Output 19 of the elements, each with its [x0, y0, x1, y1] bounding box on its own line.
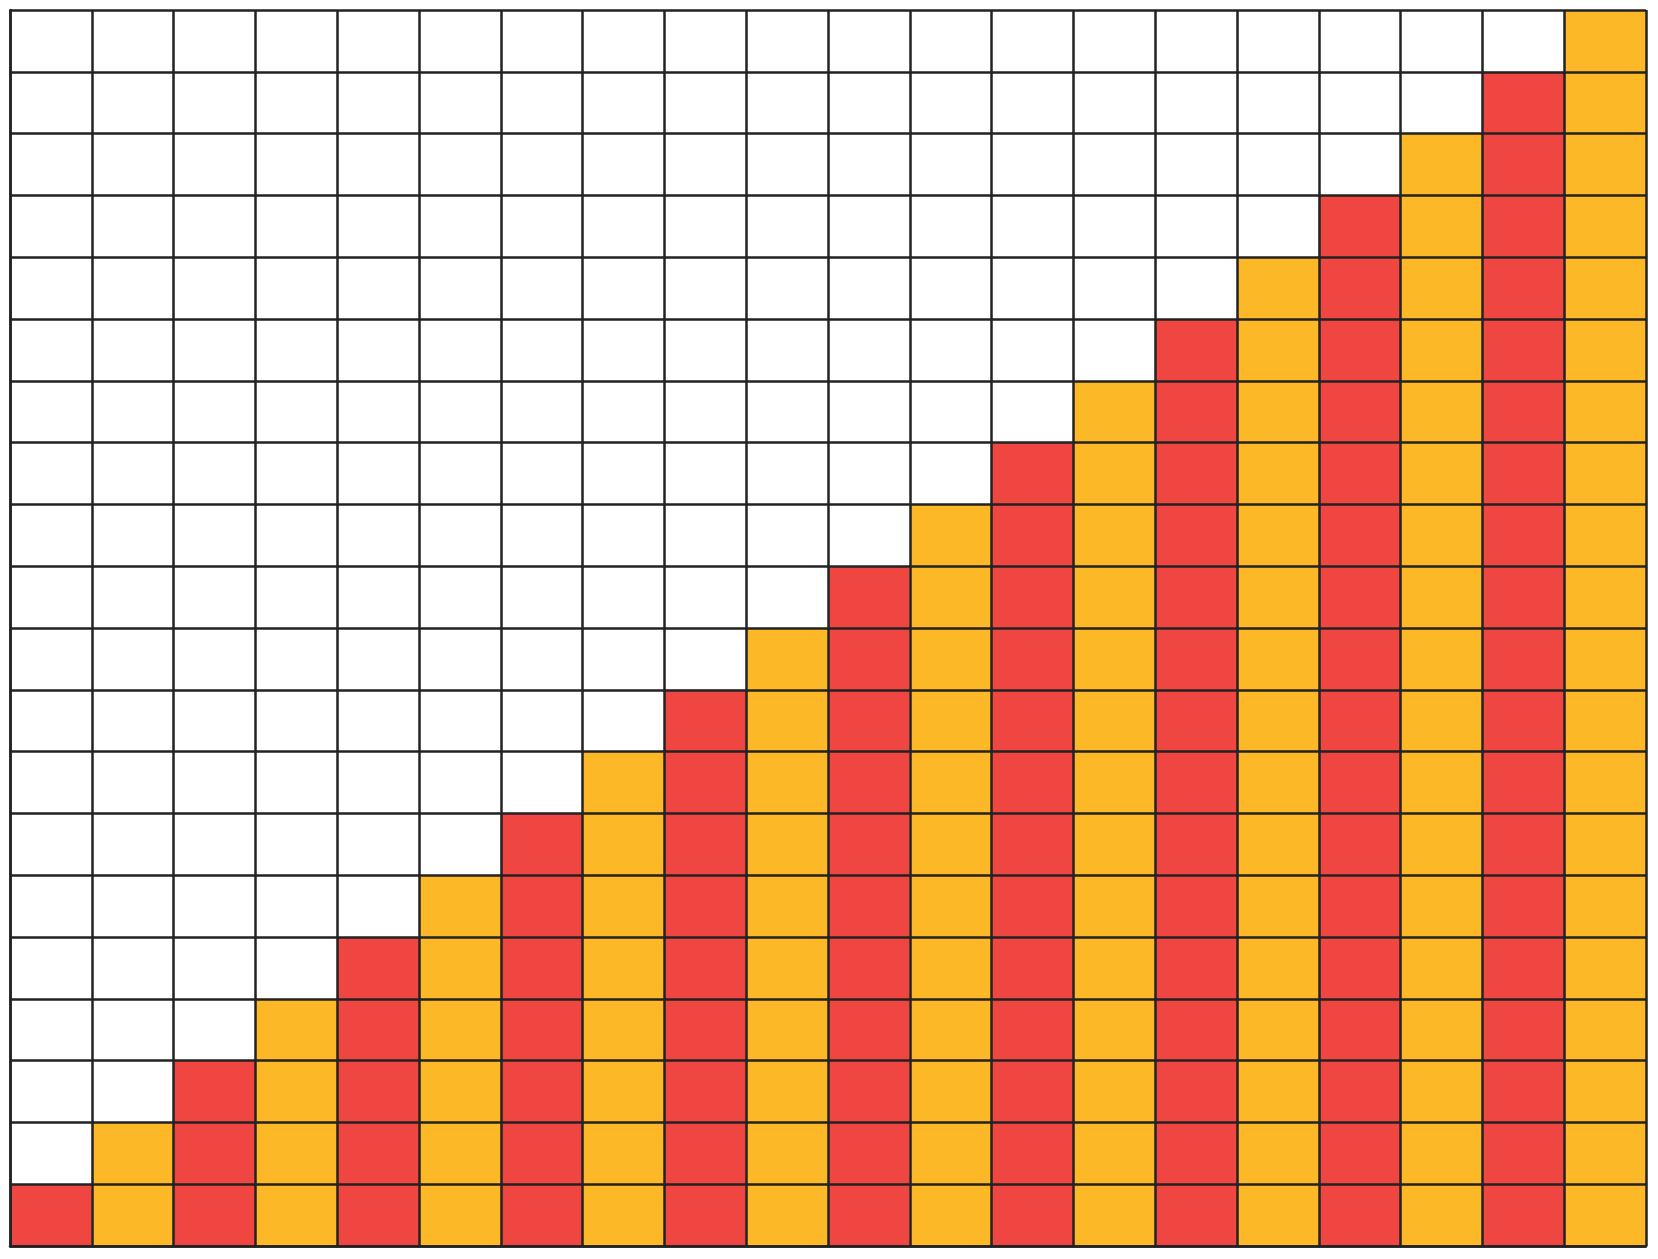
bar [1400, 133, 1483, 1246]
bar [664, 689, 747, 1246]
bar [337, 937, 419, 1246]
bar [91, 1122, 174, 1246]
bar [1237, 257, 1319, 1246]
bar [1155, 319, 1237, 1246]
bar [500, 813, 583, 1246]
bar [1482, 71, 1565, 1246]
bar [10, 1184, 92, 1246]
bar [1318, 195, 1401, 1246]
bar [746, 628, 828, 1246]
bar [582, 751, 665, 1246]
bar [173, 1060, 256, 1246]
bar [419, 875, 501, 1246]
bar [1073, 380, 1156, 1246]
bar [828, 566, 910, 1246]
bar [255, 998, 338, 1246]
bar [991, 442, 1074, 1246]
bar [909, 504, 992, 1246]
